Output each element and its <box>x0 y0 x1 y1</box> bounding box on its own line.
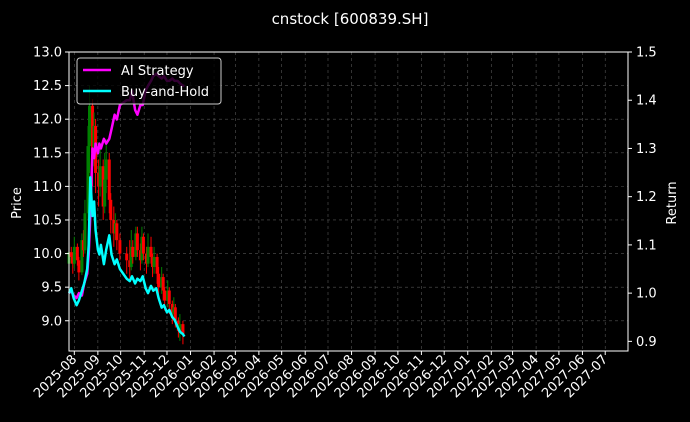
candle-body <box>71 256 75 264</box>
candle-body <box>140 236 144 261</box>
y-right-tick-label: 0.9 <box>636 335 657 350</box>
candle-body <box>91 105 95 153</box>
candle-body <box>77 260 81 273</box>
y-right-tick-label: 1.1 <box>636 238 657 253</box>
candle-body <box>170 303 174 315</box>
candle-body <box>131 246 135 257</box>
x-axis: 2025-082025-092025-102025-112025-122026-… <box>31 351 611 401</box>
y-left-tick-label: 11.0 <box>33 180 62 195</box>
candle-body <box>173 307 177 321</box>
y-axis-left: 9.0 9.5 10.0 10.5 11.0 11.5 12.0 12.5 13.0 <box>33 46 69 329</box>
legend-label-ai-strategy: AI Strategy <box>121 64 194 79</box>
candle-body <box>129 246 133 268</box>
legend-box <box>76 57 222 105</box>
candle-body <box>92 125 96 153</box>
candle-body <box>134 233 138 257</box>
candle-body <box>161 277 165 291</box>
y-left-tick-label: 13.0 <box>33 46 62 61</box>
candle-body <box>86 146 90 214</box>
candle-body <box>115 223 119 241</box>
y-left-tick-label: 11.5 <box>33 146 62 161</box>
candle-body <box>118 240 122 254</box>
candle-body <box>125 253 129 261</box>
candle-body <box>88 105 92 147</box>
y-right-tick-label: 1.2 <box>636 190 657 205</box>
chart-title: cnstock [600839.SH] <box>272 10 429 28</box>
legend-label-buy-and-hold: Buy-and-Hold <box>121 85 209 100</box>
y-right-tick-label: 1.5 <box>636 46 657 61</box>
y-left-tick-label: 12.5 <box>33 79 62 94</box>
candle-body <box>163 290 167 301</box>
y-right-tick-label: 1.0 <box>636 287 657 302</box>
candle-body <box>80 240 84 273</box>
candle-body <box>103 179 107 207</box>
candle-body <box>112 219 116 234</box>
candle-body <box>109 199 113 220</box>
candle-body <box>75 246 79 261</box>
candle-body <box>98 166 102 187</box>
candle-body <box>69 252 73 257</box>
y-left-tick-label: 9.0 <box>41 314 62 329</box>
candle-body <box>113 223 117 234</box>
y-axis-left-label: Price <box>10 187 25 219</box>
y-left-tick-label: 12.0 <box>33 113 62 128</box>
y-left-tick-label: 10.5 <box>33 213 62 228</box>
candle-body <box>152 256 156 268</box>
candle-body <box>146 246 150 264</box>
candle-body <box>135 233 139 251</box>
plot-frame <box>68 51 629 352</box>
candle-body <box>157 273 161 288</box>
y-left-tick-label: 9.5 <box>41 281 62 296</box>
candle-body <box>166 290 170 301</box>
candle-body <box>149 246 153 257</box>
candle-body <box>83 213 87 251</box>
candle-body <box>72 246 76 264</box>
candle-body <box>181 324 185 335</box>
legend: AI Strategy Buy-and-Hold <box>76 57 222 105</box>
candle-body <box>155 256 159 274</box>
candle-body <box>107 159 111 200</box>
candle-body <box>138 250 142 261</box>
buy-and-hold-line <box>67 176 186 338</box>
y-axis-right-label: Return <box>665 181 680 224</box>
candle-body <box>97 172 101 187</box>
candle-body <box>167 290 171 304</box>
candle-body <box>128 260 132 268</box>
y-right-tick-label: 1.4 <box>636 94 657 109</box>
candle-body <box>172 307 176 315</box>
y-axis-right: 0.9 1.0 1.1 1.2 1.3 1.4 1.5 <box>628 46 657 350</box>
candle-body <box>104 159 108 180</box>
y-right-tick-label: 1.3 <box>636 142 657 157</box>
candle-body <box>144 253 148 264</box>
candle-body <box>141 236 145 254</box>
y-left-tick-label: 10.0 <box>33 247 62 262</box>
candle-body <box>81 240 85 251</box>
candle-body <box>178 324 182 331</box>
candle-body <box>151 256 155 268</box>
candle-body <box>101 166 105 207</box>
candle-body <box>160 277 164 288</box>
